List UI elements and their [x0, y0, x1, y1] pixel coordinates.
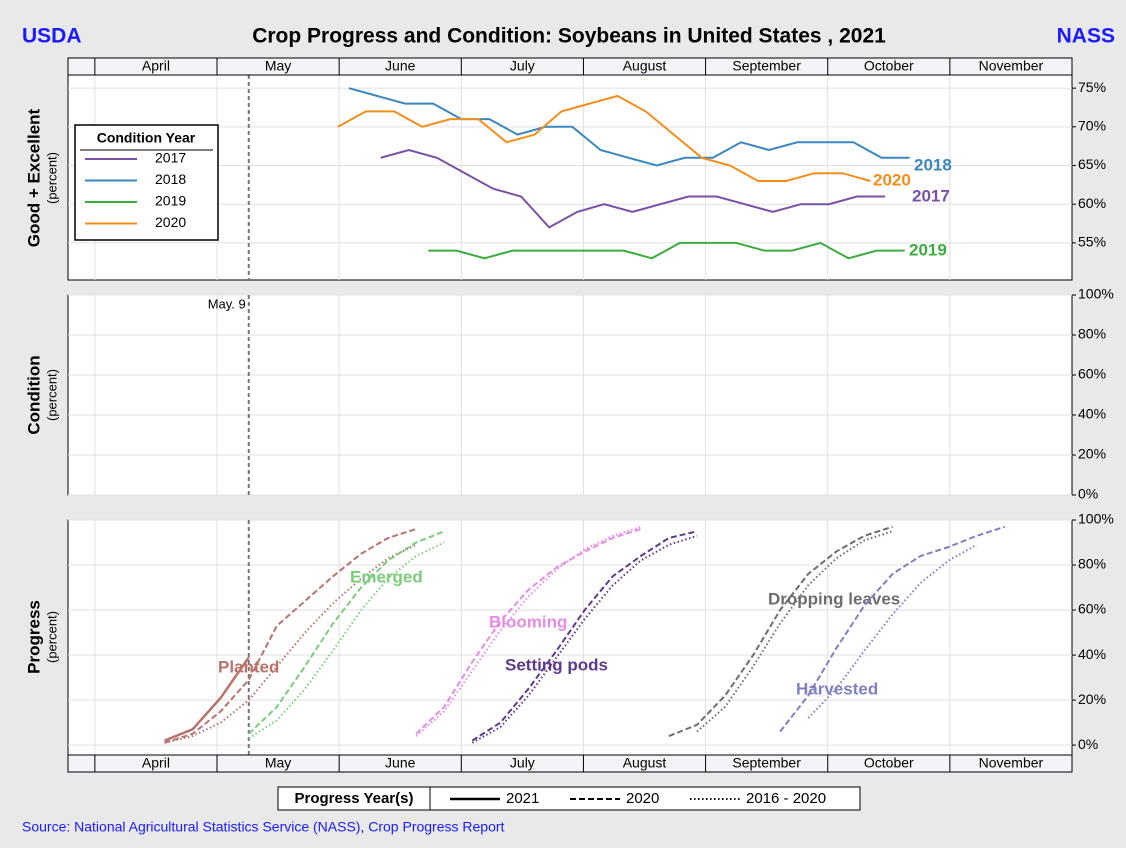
x-tick-label: July	[510, 58, 535, 74]
progress-line	[164, 528, 417, 744]
series-end-label: 2020	[873, 170, 911, 189]
x-tick-label: October	[864, 58, 914, 74]
y-tick-label: 0%	[1078, 486, 1098, 502]
stage-label: Blooming	[489, 612, 567, 631]
x-tick-label: April	[142, 755, 170, 771]
y-tick-label: 80%	[1078, 556, 1106, 572]
legend-label: 2020	[626, 790, 659, 807]
legend-title: Progress Year(s)	[295, 790, 414, 807]
legend-box	[74, 124, 219, 241]
progress-line	[415, 525, 642, 737]
y-tick-label: 0%	[1078, 736, 1098, 752]
x-tick-label: November	[979, 755, 1044, 771]
y-axis-subtitle: (percent)	[44, 611, 59, 663]
agency-right: NASS	[1057, 25, 1115, 48]
x-tick-label: May	[265, 755, 291, 771]
progress-line	[415, 528, 642, 735]
page-title: Crop Progress and Condition: Soybeans in…	[252, 25, 886, 48]
series-end-label: 2019	[909, 240, 947, 259]
progress-line	[779, 525, 1006, 733]
y-axis-title: Condition	[24, 355, 43, 434]
legend-title-box	[277, 786, 431, 811]
x-tick-label: October	[864, 755, 914, 771]
x-tick-label: June	[385, 755, 416, 771]
condition-line	[337, 94, 871, 182]
stage-label: Planted	[218, 657, 279, 676]
stage-label: Setting pods	[505, 655, 608, 674]
x-tick-label: August	[623, 58, 667, 74]
x-tick-label: August	[623, 755, 667, 771]
legend-label: 2018	[155, 171, 186, 187]
series-end-label: 2018	[914, 155, 952, 174]
y-tick-label: 40%	[1078, 646, 1106, 662]
y-axis-title: Good + Excellent	[24, 108, 43, 247]
stage-label: Dropping leaves	[768, 589, 900, 608]
stage-label: Harvested	[796, 679, 878, 698]
x-tick-label: July	[510, 755, 535, 771]
y-tick-label: 100%	[1078, 286, 1114, 302]
progress-line	[471, 530, 698, 742]
stage-label: Emerged	[350, 567, 423, 586]
progress-line	[248, 541, 445, 740]
y-tick-label: 100%	[1078, 511, 1114, 527]
x-tick-label: May	[265, 58, 291, 74]
y-tick-label: 75%	[1078, 79, 1106, 95]
y-tick-label: 55%	[1078, 234, 1106, 250]
month-strip	[67, 754, 1073, 773]
y-axis-title: Progress	[24, 600, 43, 674]
progress-line	[248, 530, 445, 735]
agency-left: USDA	[22, 25, 82, 48]
y-tick-label: 20%	[1078, 446, 1106, 462]
legend-label: 2020	[155, 214, 186, 230]
x-tick-label: September	[732, 755, 801, 771]
progress-line	[164, 656, 250, 742]
series-end-label: 2017	[912, 186, 950, 205]
y-axis-subtitle: (percent)	[44, 369, 59, 421]
legend-label: 2019	[155, 193, 186, 209]
y-tick-label: 70%	[1078, 118, 1106, 134]
date-marker-label: May. 9	[208, 296, 246, 311]
progress-line	[164, 543, 417, 744]
x-tick-label: November	[979, 58, 1044, 74]
y-tick-label: 60%	[1078, 601, 1106, 617]
x-tick-label: April	[142, 58, 170, 74]
condition-line	[348, 87, 910, 167]
month-strip	[67, 57, 1073, 76]
progress-line	[668, 525, 893, 738]
y-tick-label: 65%	[1078, 156, 1106, 172]
y-tick-label: 40%	[1078, 406, 1106, 422]
x-tick-label: September	[732, 58, 801, 74]
y-tick-label: 60%	[1078, 366, 1106, 382]
condition-line	[380, 148, 886, 229]
legend-title: Condition Year	[97, 130, 196, 146]
source-note: Source: National Agricultural Statistics…	[22, 819, 505, 835]
legend-label: 2017	[155, 150, 186, 166]
x-tick-label: June	[385, 58, 416, 74]
plot-area	[67, 294, 1073, 496]
y-tick-label: 80%	[1078, 326, 1106, 342]
y-tick-label: 20%	[1078, 691, 1106, 707]
progress-line	[471, 534, 698, 744]
progress-line	[807, 543, 978, 719]
legend-label: 2021	[506, 790, 539, 807]
y-tick-label: 60%	[1078, 195, 1106, 211]
legend-label: 2016 - 2020	[746, 790, 826, 807]
y-axis-subtitle: (percent)	[44, 152, 59, 204]
progress-line	[696, 530, 893, 733]
condition-line	[428, 241, 905, 260]
